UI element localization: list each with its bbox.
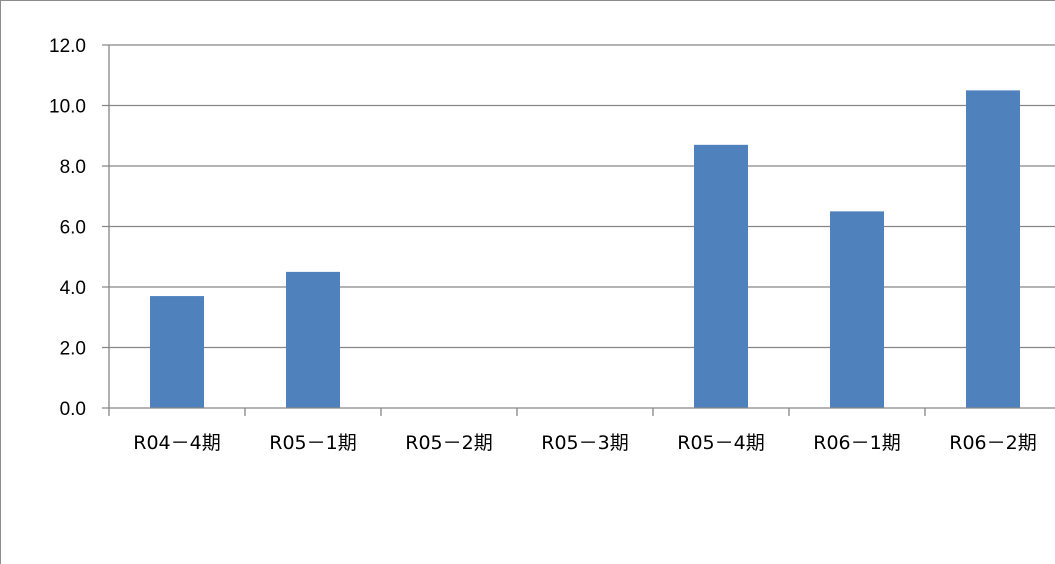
- y-tick-label: 4.0: [60, 278, 86, 299]
- y-tick-label: 0.0: [60, 399, 86, 420]
- x-category-label: R05－2期: [405, 432, 492, 454]
- y-tick-label: 12.0: [49, 36, 86, 57]
- x-category-label: R05－3期: [541, 432, 628, 454]
- x-category-label: R06－2期: [949, 432, 1036, 454]
- bar: [830, 211, 884, 408]
- bar: [966, 90, 1020, 408]
- y-tick-label: 6.0: [60, 218, 86, 239]
- x-category-label: R05－1期: [269, 432, 356, 454]
- x-category-label: R05－4期: [677, 432, 764, 454]
- y-tick-label: 2.0: [60, 339, 86, 360]
- x-category-label: R06－1期: [813, 432, 900, 454]
- bar: [694, 144, 748, 408]
- x-category-label: R04－4期: [133, 432, 220, 454]
- bar: [286, 271, 340, 408]
- bar: [150, 296, 204, 408]
- y-tick-label: 8.0: [60, 157, 86, 178]
- y-tick-label: 10.0: [49, 97, 86, 118]
